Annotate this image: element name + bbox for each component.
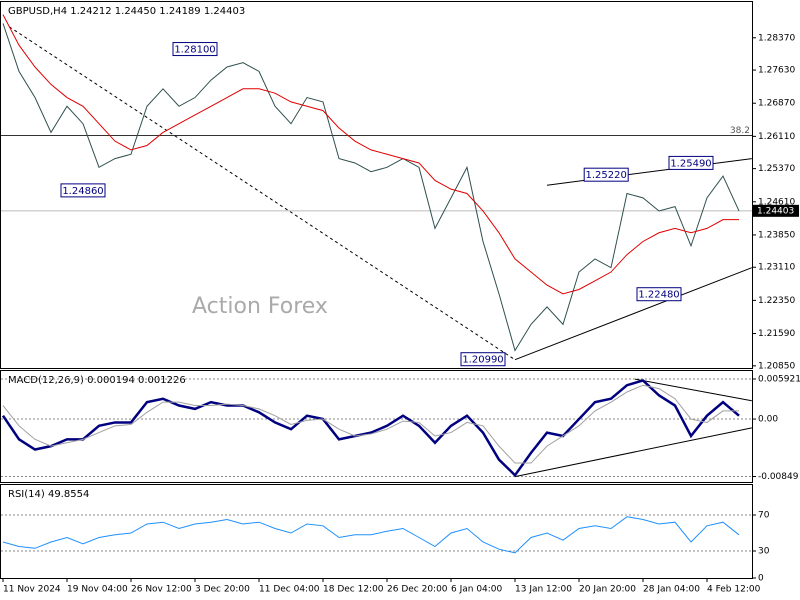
price-label: 1.22480 [638,290,679,301]
price-label-box [172,42,218,57]
x-tick-label: 3 Dec 20:00 [195,585,250,595]
pane-frame [0,1,753,369]
y-tick-label: 1.21590 [758,329,795,339]
trend-line [9,26,516,361]
y-tick-label: 1.24610 [758,197,795,207]
y-tick-label: 0.00 [758,415,778,425]
pane-frame [0,370,753,483]
series-line [2,14,739,295]
price-label: 1.24860 [62,186,103,197]
trend-line [634,378,752,402]
price-label-box [60,183,106,198]
x-tick-label: 11 Nov 2024 [3,585,61,595]
price-label-box [460,352,506,367]
last-price-box [753,204,799,217]
watermark: Action Forex [192,294,328,319]
y-tick-label: 1.26110 [758,132,795,142]
x-tick-label: 11 Dec 04:00 [259,585,320,595]
last-price-label: 1.24403 [757,206,794,216]
x-tick-label: 4 Feb 12:00 [707,585,761,595]
series-line [2,516,740,554]
pane-title: GBPUSD,H4 1.24212 1.24450 1.24189 1.2440… [8,6,245,17]
fib-label: 38.2 [730,126,750,136]
y-tick-label: 1.23850 [758,230,795,240]
x-tick-label: 19 Nov 04:00 [67,585,128,595]
y-tick-label: 0.005921 [758,374,800,384]
x-tick-label: 13 Jan 12:00 [515,585,572,595]
y-tick-label: 1.28370 [758,33,795,43]
y-tick-label: 1.20850 [758,361,795,371]
y-tick-label: -0.00849 [758,472,799,482]
x-tick-label: 6 Jan 04:00 [451,585,503,595]
price-label: 1.25490 [670,158,711,169]
price-label-box [668,155,714,170]
price-label: 1.25220 [586,170,627,181]
x-tick-label: 28 Jan 04:00 [643,585,700,595]
price-label-box [636,287,682,302]
y-tick-label: 1.27630 [758,66,795,76]
pane-title: MACD(12,26,9) 0.000194 0.001226 [8,375,186,386]
x-tick-label: 26 Nov 12:00 [131,585,192,595]
x-tick-label: 20 Jan 20:00 [579,585,636,595]
series-line [1,379,740,478]
y-tick-label: 1.25370 [758,164,795,174]
price-label: 1.28100 [174,45,215,56]
series-line [2,23,740,352]
y-tick-label: 70 [758,511,770,521]
series-line [2,384,739,464]
trend-line [546,158,752,186]
price-label-box [583,167,629,182]
y-tick-label: 1.23110 [758,263,795,273]
x-tick-label: 18 Dec 12:00 [323,585,384,595]
trend-line [514,427,752,478]
price-label: 1.20990 [462,355,503,366]
y-tick-label: 30 [758,547,770,557]
y-tick-label: 0 [758,574,764,584]
y-tick-label: 1.22350 [758,296,795,306]
trend-line [514,267,752,361]
pane-title: RSI(14) 49.8554 [8,489,89,500]
pane-frame [0,484,753,579]
x-tick-label: 26 Dec 20:00 [387,585,448,595]
y-tick-label: 1.26870 [758,99,795,109]
